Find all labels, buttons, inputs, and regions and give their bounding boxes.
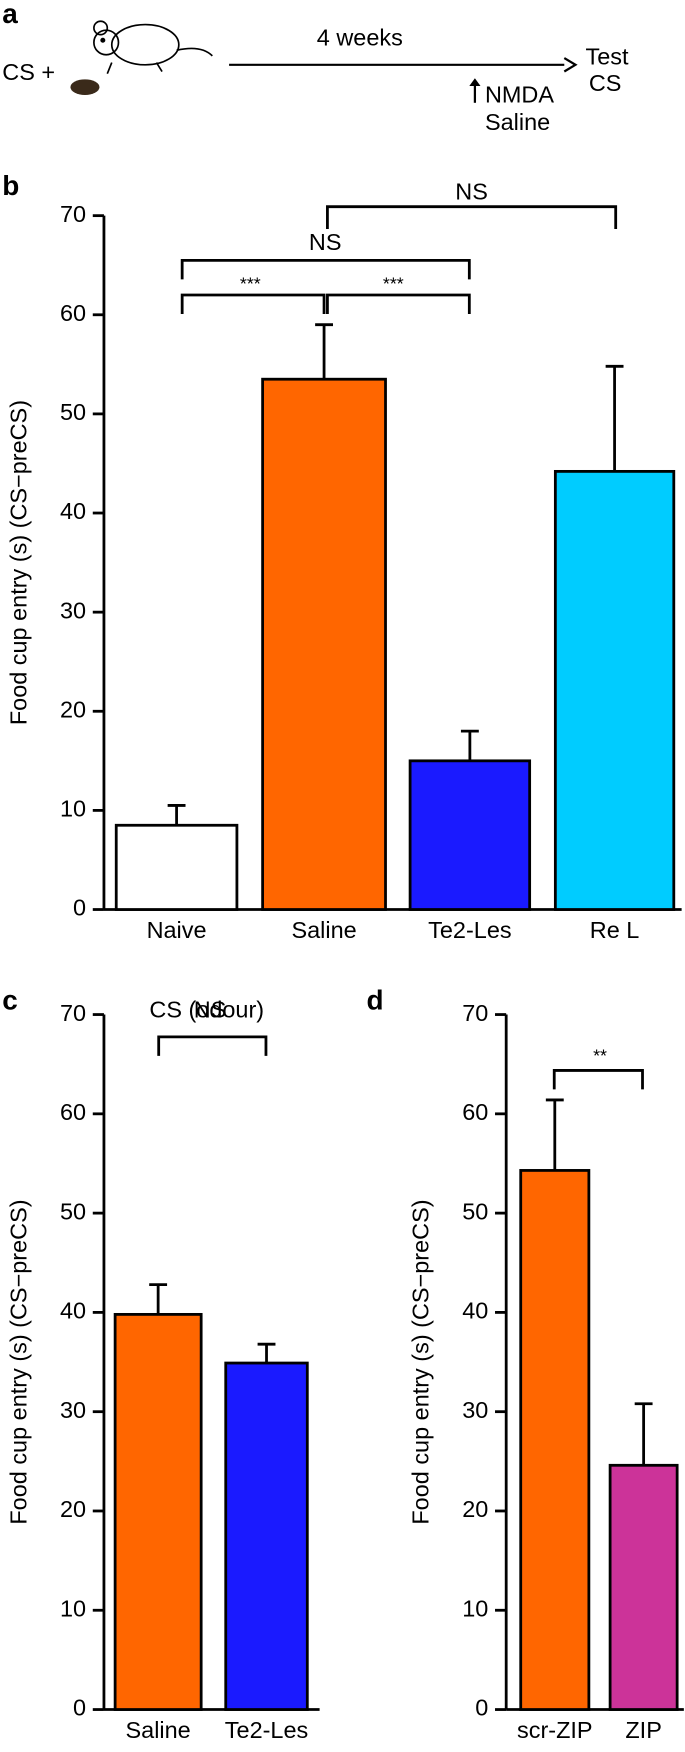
panel-label: c — [2, 985, 18, 1016]
significance-bracket — [326, 293, 471, 314]
x-tick-label: Re L — [590, 917, 640, 943]
y-tick-label: 20 — [60, 696, 86, 722]
significance-bracket — [326, 205, 618, 230]
bar — [113, 1312, 203, 1711]
rat-icon — [93, 20, 213, 75]
y-tick-label: 10 — [462, 1595, 488, 1621]
y-tick-label: 70 — [462, 1000, 488, 1026]
y-axis-label: Food cup entry (s) (CS−preCS) — [408, 1199, 434, 1524]
y-tick-label: 0 — [475, 1695, 488, 1721]
condition-text: CS + — [2, 59, 55, 85]
y-tick-label: 30 — [462, 1397, 488, 1423]
significance-label: *** — [383, 274, 404, 294]
significance-label: NS — [194, 996, 227, 1022]
significance-label: ** — [593, 1046, 607, 1066]
x-tick-label: Te2-Les — [428, 917, 511, 943]
significance-label: *** — [240, 274, 261, 294]
bar — [408, 759, 532, 911]
panel-a: a CS + 4 weeks Test CS NMDA Saline — [2, 0, 629, 135]
y-tick-label: 20 — [60, 1496, 86, 1522]
y-tick-label: 60 — [60, 1099, 86, 1125]
y-tick-label: 20 — [462, 1496, 488, 1522]
duration-text: 4 weeks — [317, 24, 403, 50]
x-tick-label: Te2-Les — [225, 1717, 308, 1743]
bar — [608, 1463, 679, 1711]
bar — [224, 1361, 309, 1711]
panel-label: a — [2, 0, 18, 29]
y-tick-label: 70 — [60, 201, 86, 227]
treatment-text: Saline — [485, 109, 550, 135]
y-tick-label: 10 — [60, 796, 86, 822]
panel-label: b — [2, 170, 19, 201]
y-tick-label: 50 — [60, 1198, 86, 1224]
y-tick-label: 60 — [462, 1099, 488, 1125]
chart-title: CS (odour) — [149, 996, 264, 1022]
significance-label: NS — [309, 229, 342, 255]
significance-bracket — [180, 293, 326, 314]
test-text: Test — [586, 43, 629, 69]
food-icon — [70, 79, 100, 95]
arrow-head — [563, 57, 578, 73]
y-tick-label: 60 — [60, 300, 86, 326]
y-tick-label: 30 — [60, 1397, 86, 1423]
arrow-head — [469, 78, 481, 87]
y-axis-label: Food cup entry (s) (CS−preCS) — [5, 1199, 31, 1524]
y-tick-label: 10 — [60, 1595, 86, 1621]
y-tick-label: 70 — [60, 1000, 86, 1026]
bar — [553, 469, 676, 911]
y-tick-label: 0 — [73, 1695, 86, 1721]
bar — [261, 377, 387, 911]
bar — [114, 823, 239, 911]
bar — [519, 1169, 591, 1711]
x-tick-label: Saline — [126, 1717, 191, 1743]
x-tick-label: Naive — [147, 917, 207, 943]
x-tick-label: Saline — [291, 917, 356, 943]
significance-bracket — [552, 1069, 644, 1090]
y-tick-label: 40 — [60, 1298, 86, 1324]
y-tick-label: 0 — [73, 895, 86, 921]
significance-bracket — [180, 258, 471, 280]
y-tick-label: 40 — [462, 1298, 488, 1324]
panel-label: d — [367, 985, 384, 1016]
x-tick-label: ZIP — [625, 1717, 662, 1743]
y-tick-label: 50 — [462, 1198, 488, 1224]
y-tick-label: 40 — [60, 498, 86, 524]
y-tick-label: 50 — [60, 399, 86, 425]
significance-bracket — [157, 1035, 268, 1056]
y-axis-label: Food cup entry (s) (CS−preCS) — [5, 400, 31, 725]
y-tick-label: 30 — [60, 597, 86, 623]
significance-label: NS — [455, 179, 488, 205]
x-tick-label: scr-ZIP — [517, 1717, 593, 1743]
test-text: CS — [589, 70, 622, 96]
treatment-text: NMDA — [485, 81, 554, 107]
